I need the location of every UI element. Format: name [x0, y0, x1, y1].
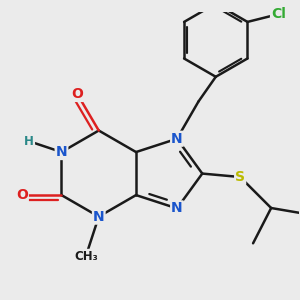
- Text: CH₃: CH₃: [74, 250, 98, 263]
- Text: O: O: [71, 87, 83, 101]
- Text: N: N: [171, 201, 183, 215]
- Text: N: N: [56, 145, 67, 159]
- Text: O: O: [16, 188, 28, 202]
- Text: H: H: [24, 135, 34, 148]
- Text: S: S: [235, 170, 245, 184]
- Text: N: N: [171, 132, 183, 146]
- Text: Cl: Cl: [271, 7, 286, 21]
- Text: N: N: [93, 210, 105, 224]
